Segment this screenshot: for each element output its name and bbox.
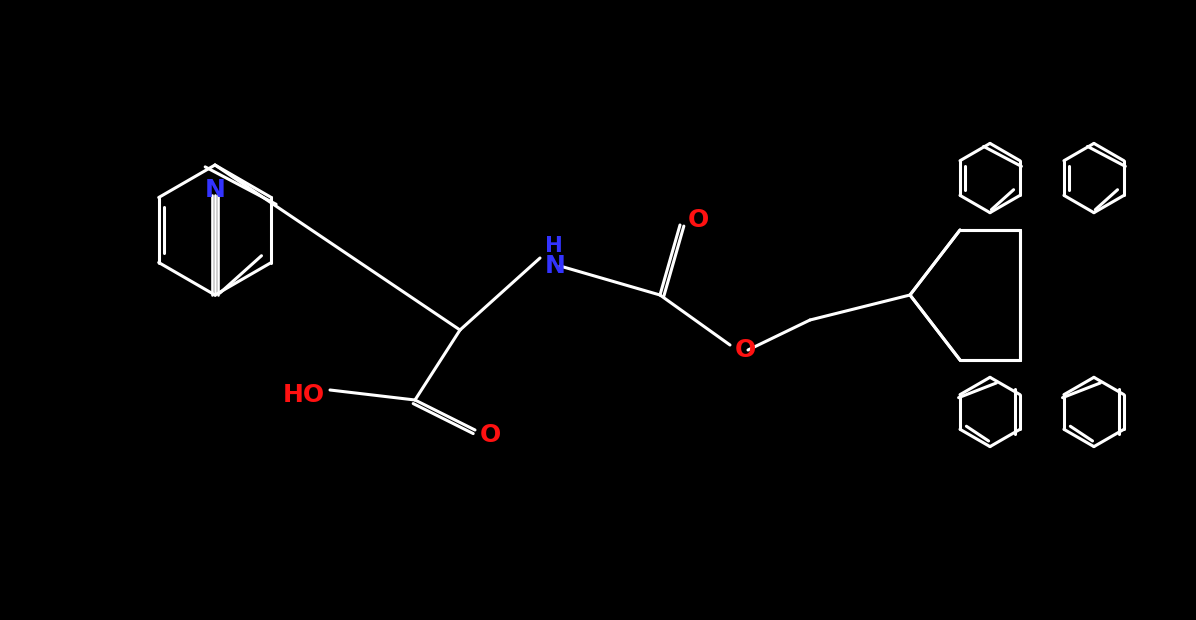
Text: O: O — [688, 208, 709, 232]
Text: O: O — [736, 338, 756, 362]
Text: O: O — [480, 423, 501, 447]
Text: HO: HO — [283, 383, 325, 407]
Text: N: N — [205, 178, 225, 202]
Text: N: N — [545, 254, 566, 278]
Text: H: H — [545, 236, 563, 256]
